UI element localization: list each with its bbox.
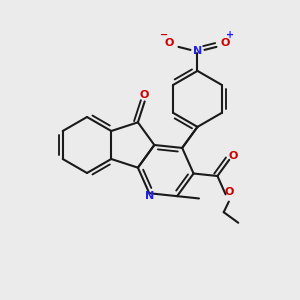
Text: N: N [145,191,154,201]
Text: O: O [221,38,230,48]
Text: O: O [229,151,238,161]
Text: O: O [225,187,234,197]
Text: −: − [160,30,169,40]
Text: N: N [193,46,202,56]
Text: +: + [226,30,235,40]
Text: O: O [140,90,149,100]
Text: O: O [165,38,174,48]
